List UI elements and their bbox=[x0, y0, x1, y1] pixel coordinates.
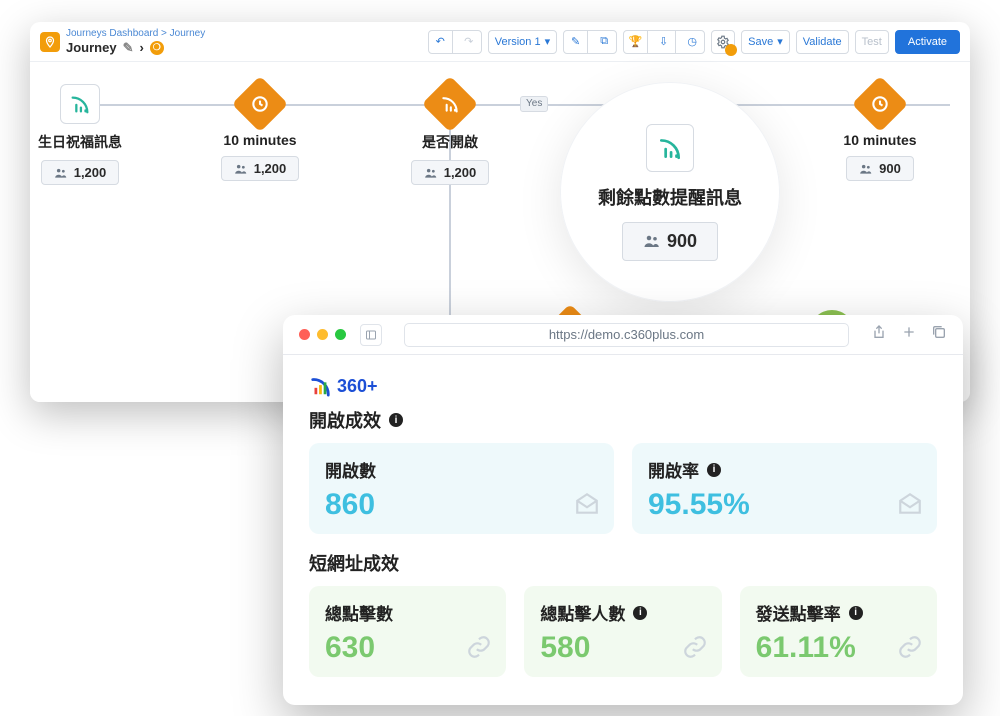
node-title: 剩餘點數提醒訊息 bbox=[598, 184, 742, 210]
info-icon[interactable]: i bbox=[707, 463, 721, 477]
browser-chrome: https://demo.c360plus.com bbox=[283, 315, 963, 355]
node-count: 1,200 bbox=[41, 160, 120, 185]
clock-icon bbox=[232, 76, 289, 133]
chart-icon bbox=[60, 84, 100, 124]
card-label: 開啟數 bbox=[325, 457, 376, 482]
save-button[interactable]: Save ▾ bbox=[741, 30, 790, 54]
link-icon bbox=[682, 634, 708, 665]
sidebar-toggle-icon[interactable] bbox=[360, 324, 382, 346]
chevron-right-icon: › bbox=[139, 40, 143, 56]
chevron-down-icon: ▾ bbox=[777, 35, 783, 48]
settings-button[interactable] bbox=[711, 30, 735, 54]
logo: 360+ bbox=[309, 375, 937, 397]
plus-icon[interactable] bbox=[901, 324, 917, 345]
card-label: 總點擊人數 bbox=[540, 600, 625, 625]
count-value: 1,200 bbox=[74, 165, 107, 180]
tabs-icon[interactable] bbox=[931, 324, 947, 345]
people-icon bbox=[424, 166, 438, 180]
card-label: 發送點擊率 bbox=[756, 600, 841, 625]
node-count: 900 bbox=[622, 222, 718, 261]
card-label: 總點擊數 bbox=[325, 600, 393, 625]
edit-tools-group: ✎ ⧉ bbox=[563, 30, 617, 54]
node-decision-open[interactable]: 是否開啟 1,200 bbox=[370, 84, 530, 185]
node-title: 10 minutes bbox=[223, 132, 296, 148]
section-title-text: 短網址成效 bbox=[309, 550, 399, 576]
node-reminder-highlight[interactable]: 剩餘點數提醒訊息 900 bbox=[560, 82, 780, 302]
people-icon bbox=[54, 166, 68, 180]
breadcrumb: Journeys Dashboard > Journey Journey ✎ ›… bbox=[66, 28, 205, 56]
pencil-icon[interactable]: ✎ bbox=[564, 31, 588, 53]
logo-text: 360+ bbox=[337, 376, 378, 397]
clock-icon bbox=[852, 76, 909, 133]
dashboard-panel: https://demo.c360plus.com 360+ 開啟成效 i 開啟… bbox=[283, 315, 963, 705]
envelope-icon bbox=[897, 491, 923, 522]
url-bar[interactable]: https://demo.c360plus.com bbox=[404, 323, 849, 347]
undo-redo-group: ↶ ↷ bbox=[428, 30, 482, 54]
activate-button[interactable]: Activate bbox=[895, 30, 960, 54]
validate-button[interactable]: Validate bbox=[796, 30, 849, 54]
trophy-icon[interactable]: 🏆 bbox=[624, 31, 648, 53]
undo-icon[interactable]: ↶ bbox=[429, 31, 453, 53]
share-icon[interactable] bbox=[871, 324, 887, 345]
window-controls[interactable] bbox=[299, 329, 346, 340]
maximize-icon[interactable] bbox=[335, 329, 346, 340]
test-button[interactable]: Test bbox=[855, 30, 889, 54]
info-icon[interactable]: i bbox=[389, 413, 403, 427]
count-value: 1,200 bbox=[254, 161, 287, 176]
save-label: Save bbox=[748, 36, 773, 48]
location-icon bbox=[40, 32, 60, 52]
card-open-rate[interactable]: 開啟率 i 95.55% bbox=[632, 443, 937, 534]
node-birthday-message[interactable]: 生日祝福訊息 1,200 bbox=[30, 84, 160, 185]
journey-header: Journeys Dashboard > Journey Journey ✎ ›… bbox=[30, 22, 970, 62]
card-open-count[interactable]: 開啟數 860 bbox=[309, 443, 614, 534]
people-icon bbox=[234, 162, 248, 176]
award-tools-group: 🏆 ⇩ ◷ bbox=[623, 30, 705, 54]
card-label: 開啟率 bbox=[648, 457, 699, 482]
node-count: 900 bbox=[846, 156, 914, 181]
chart-icon bbox=[422, 76, 479, 133]
envelope-icon bbox=[574, 491, 600, 522]
close-icon[interactable] bbox=[299, 329, 310, 340]
node-wait-1[interactable]: 10 minutes 1,200 bbox=[180, 84, 340, 181]
breadcrumb-path[interactable]: Journeys Dashboard > Journey bbox=[66, 28, 205, 40]
version-label: Version 1 bbox=[495, 36, 541, 48]
pencil-icon[interactable]: ✎ bbox=[123, 40, 134, 56]
card-clickers[interactable]: 總點擊人數 i 580 bbox=[524, 586, 721, 677]
lightbulb-icon[interactable]: ❍ bbox=[150, 41, 164, 55]
card-value: 860 bbox=[325, 488, 598, 522]
count-value: 900 bbox=[667, 231, 697, 252]
info-icon[interactable]: i bbox=[849, 606, 863, 620]
count-value: 900 bbox=[879, 161, 901, 176]
count-value: 1,200 bbox=[444, 165, 477, 180]
info-icon[interactable]: i bbox=[633, 606, 647, 620]
card-value: 95.55% bbox=[648, 488, 921, 522]
node-title: 10 minutes bbox=[843, 132, 916, 148]
minimize-icon[interactable] bbox=[317, 329, 328, 340]
redo-icon[interactable]: ↷ bbox=[457, 31, 481, 53]
journey-toolbar: ↶ ↷ Version 1 ▾ ✎ ⧉ 🏆 ⇩ ◷ Save ▾ bbox=[428, 30, 960, 54]
chevron-down-icon: ▾ bbox=[545, 35, 551, 48]
section-title-url: 短網址成效 bbox=[309, 550, 937, 576]
clock-icon[interactable]: ◷ bbox=[680, 31, 704, 53]
chart-icon bbox=[646, 124, 694, 172]
card-click-rate[interactable]: 發送點擊率 i 61.11% bbox=[740, 586, 937, 677]
node-count: 1,200 bbox=[411, 160, 490, 185]
people-icon bbox=[859, 162, 873, 176]
node-title: 是否開啟 bbox=[422, 132, 478, 152]
section-title-open: 開啟成效 i bbox=[309, 407, 937, 433]
card-total-clicks[interactable]: 總點擊數 630 bbox=[309, 586, 506, 677]
node-title: 生日祝福訊息 bbox=[38, 132, 122, 152]
download-icon[interactable]: ⇩ bbox=[652, 31, 676, 53]
version-dropdown[interactable]: Version 1 ▾ bbox=[488, 30, 557, 54]
people-icon bbox=[643, 232, 661, 250]
copy-icon[interactable]: ⧉ bbox=[592, 31, 616, 53]
dashboard-body: 360+ 開啟成效 i 開啟數 860 開啟率 i 95.55% 短網址成效 bbox=[283, 355, 963, 693]
node-count: 1,200 bbox=[221, 156, 300, 181]
link-icon bbox=[897, 634, 923, 665]
section-title-text: 開啟成效 bbox=[309, 407, 381, 433]
link-icon bbox=[466, 634, 492, 665]
journey-name: Journey bbox=[66, 40, 117, 56]
node-wait-2[interactable]: 10 minutes 900 bbox=[800, 84, 960, 181]
